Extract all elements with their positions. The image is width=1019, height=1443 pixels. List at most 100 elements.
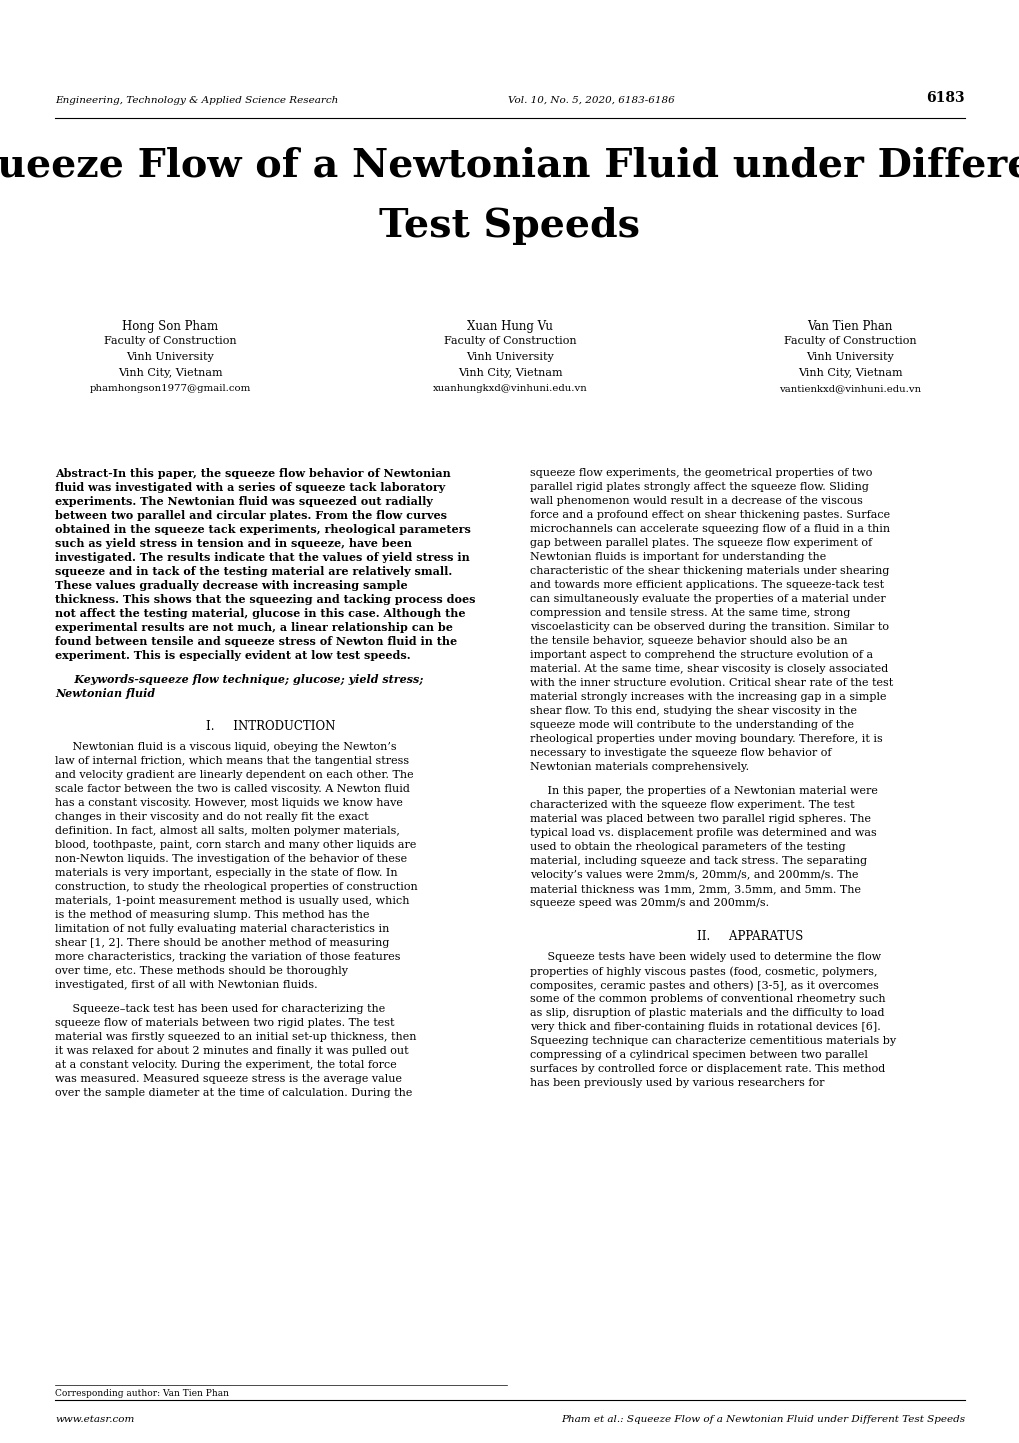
Text: squeeze flow of materials between two rigid plates. The test: squeeze flow of materials between two ri… — [55, 1017, 394, 1027]
Text: Newtonian materials comprehensively.: Newtonian materials comprehensively. — [530, 762, 748, 772]
Text: some of the common problems of conventional rheometry such: some of the common problems of conventio… — [530, 994, 884, 1004]
Text: Vinh University: Vinh University — [466, 352, 553, 362]
Text: shear flow. To this end, studying the shear viscosity in the: shear flow. To this end, studying the sh… — [530, 706, 856, 716]
Text: These values gradually decrease with increasing sample: These values gradually decrease with inc… — [55, 580, 408, 592]
Text: typical load vs. displacement profile was determined and was: typical load vs. displacement profile wa… — [530, 828, 876, 838]
Text: Newtonian fluids is important for understanding the: Newtonian fluids is important for unders… — [530, 553, 825, 561]
Text: Faculty of Construction: Faculty of Construction — [443, 336, 576, 346]
Text: material was firstly squeezed to an initial set-up thickness, then: material was firstly squeezed to an init… — [55, 1032, 416, 1042]
Text: experimental results are not much, a linear relationship can be: experimental results are not much, a lin… — [55, 622, 452, 633]
Text: Faculty of Construction: Faculty of Construction — [783, 336, 915, 346]
Text: Squeeze tests have been widely used to determine the flow: Squeeze tests have been widely used to d… — [530, 952, 880, 962]
Text: fluid was investigated with a series of squeeze tack laboratory: fluid was investigated with a series of … — [55, 482, 445, 494]
Text: thickness. This shows that the squeezing and tacking process does: thickness. This shows that the squeezing… — [55, 595, 475, 605]
Text: important aspect to comprehend the structure evolution of a: important aspect to comprehend the struc… — [530, 649, 872, 659]
Text: can simultaneously evaluate the properties of a material under: can simultaneously evaluate the properti… — [530, 595, 884, 605]
Text: I.     INTRODUCTION: I. INTRODUCTION — [206, 720, 334, 733]
Text: squeeze flow experiments, the geometrical properties of two: squeeze flow experiments, the geometrica… — [530, 468, 871, 478]
Text: viscoelasticity can be observed during the transition. Similar to: viscoelasticity can be observed during t… — [530, 622, 889, 632]
Text: squeeze and in tack of the testing material are relatively small.: squeeze and in tack of the testing mater… — [55, 566, 451, 577]
Text: not affect the testing material, glucose in this case. Although the: not affect the testing material, glucose… — [55, 608, 465, 619]
Text: material. At the same time, shear viscosity is closely associated: material. At the same time, shear viscos… — [530, 664, 888, 674]
Text: with the inner structure evolution. Critical shear rate of the test: with the inner structure evolution. Crit… — [530, 678, 893, 688]
Text: In this paper, the properties of a Newtonian material were: In this paper, the properties of a Newto… — [530, 786, 877, 797]
Text: obtained in the squeeze tack experiments, rheological parameters: obtained in the squeeze tack experiments… — [55, 524, 471, 535]
Text: Pham et al.: Squeeze Flow of a Newtonian Fluid under Different Test Speeds: Pham et al.: Squeeze Flow of a Newtonian… — [560, 1416, 964, 1424]
Text: characterized with the squeeze flow experiment. The test: characterized with the squeeze flow expe… — [530, 799, 854, 810]
Text: Keywords-squeeze flow technique; glucose; yield stress;: Keywords-squeeze flow technique; glucose… — [55, 674, 423, 685]
Text: parallel rigid plates strongly affect the squeeze flow. Sliding: parallel rigid plates strongly affect th… — [530, 482, 868, 492]
Text: Squeeze Flow of a Newtonian Fluid under Different: Squeeze Flow of a Newtonian Fluid under … — [0, 147, 1019, 185]
Text: non-Newton liquids. The investigation of the behavior of these: non-Newton liquids. The investigation of… — [55, 854, 407, 864]
Text: experiments. The Newtonian fluid was squeezed out radially: experiments. The Newtonian fluid was squ… — [55, 496, 432, 506]
Text: compression and tensile stress. At the same time, strong: compression and tensile stress. At the s… — [530, 608, 850, 618]
Text: Xuan Hung Vu: Xuan Hung Vu — [467, 320, 552, 333]
Text: squeeze mode will contribute to the understanding of the: squeeze mode will contribute to the unde… — [530, 720, 853, 730]
Text: properties of highly viscous pastes (food, cosmetic, polymers,: properties of highly viscous pastes (foo… — [530, 965, 876, 977]
Text: at a constant velocity. During the experiment, the total force: at a constant velocity. During the exper… — [55, 1061, 396, 1071]
Text: II.     APPARATUS: II. APPARATUS — [696, 929, 802, 942]
Text: Vol. 10, No. 5, 2020, 6183-6186: Vol. 10, No. 5, 2020, 6183-6186 — [507, 97, 675, 105]
Text: materials is very important, especially in the state of flow. In: materials is very important, especially … — [55, 869, 397, 877]
Text: Abstract-In this paper, the squeeze flow behavior of Newtonian: Abstract-In this paper, the squeeze flow… — [55, 468, 450, 479]
Text: wall phenomenon would result in a decrease of the viscous: wall phenomenon would result in a decrea… — [530, 496, 862, 506]
Text: characteristic of the shear thickening materials under shearing: characteristic of the shear thickening m… — [530, 566, 889, 576]
Text: microchannels can accelerate squeezing flow of a fluid in a thin: microchannels can accelerate squeezing f… — [530, 524, 890, 534]
Text: rheological properties under moving boundary. Therefore, it is: rheological properties under moving boun… — [530, 734, 881, 745]
Text: as slip, disruption of plastic materials and the difficulty to load: as slip, disruption of plastic materials… — [530, 1009, 883, 1017]
Text: over the sample diameter at the time of calculation. During the: over the sample diameter at the time of … — [55, 1088, 412, 1098]
Text: materials, 1-point measurement method is usually used, which: materials, 1-point measurement method is… — [55, 896, 409, 906]
Text: 6183: 6183 — [925, 91, 964, 105]
Text: www.etasr.com: www.etasr.com — [55, 1416, 135, 1424]
Text: Corresponding author: Van Tien Phan: Corresponding author: Van Tien Phan — [55, 1390, 229, 1398]
Text: Vinh City, Vietnam: Vinh City, Vietnam — [117, 368, 222, 378]
Text: Test Speeds: Test Speeds — [379, 206, 640, 245]
Text: and velocity gradient are linearly dependent on each other. The: and velocity gradient are linearly depen… — [55, 771, 414, 781]
Text: squeeze speed was 20mm/s and 200mm/s.: squeeze speed was 20mm/s and 200mm/s. — [530, 898, 768, 908]
Text: it was relaxed for about 2 minutes and finally it was pulled out: it was relaxed for about 2 minutes and f… — [55, 1046, 409, 1056]
Text: more characteristics, tracking the variation of those features: more characteristics, tracking the varia… — [55, 952, 400, 962]
Text: was measured. Measured squeeze stress is the average value: was measured. Measured squeeze stress is… — [55, 1074, 401, 1084]
Text: very thick and fiber-containing fluids in rotational devices [6].: very thick and fiber-containing fluids i… — [530, 1022, 879, 1032]
Text: Vinh University: Vinh University — [805, 352, 893, 362]
Text: used to obtain the rheological parameters of the testing: used to obtain the rheological parameter… — [530, 843, 845, 851]
Text: material thickness was 1mm, 2mm, 3.5mm, and 5mm. The: material thickness was 1mm, 2mm, 3.5mm, … — [530, 885, 860, 895]
Text: force and a profound effect on shear thickening pastes. Surface: force and a profound effect on shear thi… — [530, 509, 890, 519]
Text: investigated. The results indicate that the values of yield stress in: investigated. The results indicate that … — [55, 553, 470, 563]
Text: such as yield stress in tension and in squeeze, have been: such as yield stress in tension and in s… — [55, 538, 412, 548]
Text: Squeeze–tack test has been used for characterizing the: Squeeze–tack test has been used for char… — [55, 1004, 385, 1014]
Text: changes in their viscosity and do not really fit the exact: changes in their viscosity and do not re… — [55, 812, 368, 823]
Text: Faculty of Construction: Faculty of Construction — [104, 336, 236, 346]
Text: Hong Son Pham: Hong Son Pham — [122, 320, 218, 333]
Text: Squeezing technique can characterize cementitious materials by: Squeezing technique can characterize cem… — [530, 1036, 896, 1046]
Text: compressing of a cylindrical specimen between two parallel: compressing of a cylindrical specimen be… — [530, 1051, 867, 1061]
Text: limitation of not fully evaluating material characteristics in: limitation of not fully evaluating mater… — [55, 924, 389, 934]
Text: composites, ceramic pastes and others) [3-5], as it overcomes: composites, ceramic pastes and others) [… — [530, 980, 878, 990]
Text: and towards more efficient applications. The squeeze-tack test: and towards more efficient applications.… — [530, 580, 883, 590]
Text: Vinh City, Vietnam: Vinh City, Vietnam — [797, 368, 902, 378]
Text: found between tensile and squeeze stress of Newton fluid in the: found between tensile and squeeze stress… — [55, 636, 457, 646]
Text: shear [1, 2]. There should be another method of measuring: shear [1, 2]. There should be another me… — [55, 938, 389, 948]
Text: investigated, first of all with Newtonian fluids.: investigated, first of all with Newtonia… — [55, 980, 317, 990]
Text: gap between parallel plates. The squeeze flow experiment of: gap between parallel plates. The squeeze… — [530, 538, 871, 548]
Text: Vinh City, Vietnam: Vinh City, Vietnam — [458, 368, 561, 378]
Text: material was placed between two parallel rigid spheres. The: material was placed between two parallel… — [530, 814, 870, 824]
Text: xuanhungkxd@vinhuni.edu.vn: xuanhungkxd@vinhuni.edu.vn — [432, 384, 587, 392]
Text: Vinh University: Vinh University — [126, 352, 214, 362]
Text: the tensile behavior, squeeze behavior should also be an: the tensile behavior, squeeze behavior s… — [530, 636, 847, 646]
Text: vantienkxd@vinhuni.edu.vn: vantienkxd@vinhuni.edu.vn — [779, 384, 920, 392]
Text: over time, etc. These methods should be thoroughly: over time, etc. These methods should be … — [55, 965, 347, 975]
Text: necessary to investigate the squeeze flow behavior of: necessary to investigate the squeeze flo… — [530, 747, 830, 758]
Text: Van Tien Phan: Van Tien Phan — [806, 320, 892, 333]
Text: material strongly increases with the increasing gap in a simple: material strongly increases with the inc… — [530, 693, 886, 701]
Text: Newtonian fluid is a viscous liquid, obeying the Newton’s: Newtonian fluid is a viscous liquid, obe… — [55, 742, 396, 752]
Text: is the method of measuring slump. This method has the: is the method of measuring slump. This m… — [55, 911, 369, 921]
Text: experiment. This is especially evident at low test speeds.: experiment. This is especially evident a… — [55, 649, 411, 661]
Text: Newtonian fluid: Newtonian fluid — [55, 688, 155, 698]
Text: law of internal friction, which means that the tangential stress: law of internal friction, which means th… — [55, 756, 409, 766]
Text: material, including squeeze and tack stress. The separating: material, including squeeze and tack str… — [530, 856, 866, 866]
Text: has been previously used by various researchers for: has been previously used by various rese… — [530, 1078, 823, 1088]
Text: Engineering, Technology & Applied Science Research: Engineering, Technology & Applied Scienc… — [55, 97, 338, 105]
Text: phamhongson1977@gmail.com: phamhongson1977@gmail.com — [90, 384, 251, 392]
Text: velocity’s values were 2mm/s, 20mm/s, and 200mm/s. The: velocity’s values were 2mm/s, 20mm/s, an… — [530, 870, 858, 880]
